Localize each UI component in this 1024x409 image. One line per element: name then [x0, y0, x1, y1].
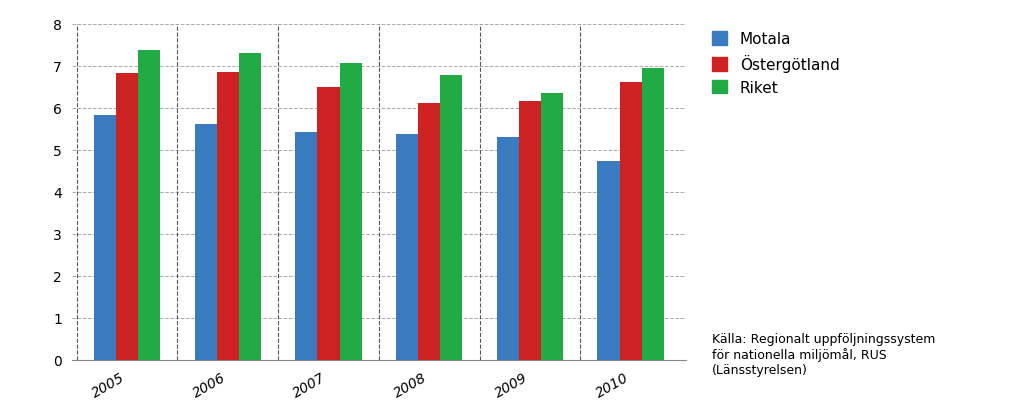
Bar — [519, 101, 541, 360]
Bar — [239, 54, 261, 360]
Bar — [541, 94, 563, 360]
Bar — [497, 138, 519, 360]
Legend: Motala, Östergötland, Riket: Motala, Östergötland, Riket — [712, 32, 840, 95]
Bar — [418, 104, 440, 360]
Bar — [396, 135, 418, 360]
Bar — [340, 63, 361, 360]
Bar — [295, 133, 317, 360]
Bar — [597, 162, 620, 360]
Bar — [138, 51, 161, 360]
Bar — [116, 74, 138, 360]
Bar — [217, 73, 239, 360]
Bar — [620, 82, 642, 360]
Bar — [440, 76, 463, 360]
Bar — [94, 116, 116, 360]
Bar — [317, 88, 340, 360]
Text: Källa: Regionalt uppföljningssystem
för nationella miljömål, RUS
(Länsstyrelsen): Källa: Regionalt uppföljningssystem för … — [712, 332, 935, 376]
Bar — [195, 124, 217, 360]
Bar — [642, 69, 664, 360]
